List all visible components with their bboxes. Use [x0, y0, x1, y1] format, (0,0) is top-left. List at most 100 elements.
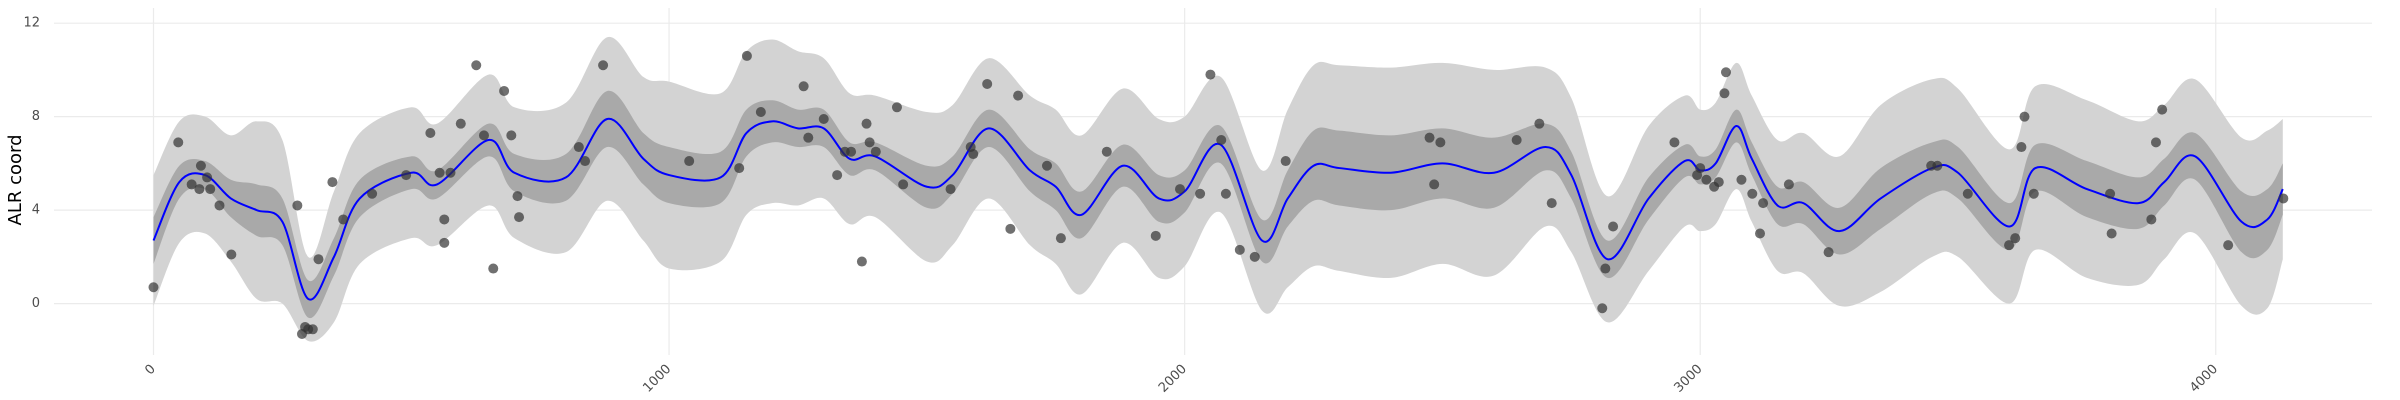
data-point	[1736, 174, 1747, 185]
data-point	[1695, 163, 1706, 174]
data-point	[832, 170, 843, 181]
data-point	[1823, 247, 1834, 258]
data-point	[471, 60, 482, 71]
data-point	[755, 106, 766, 117]
data-point	[1932, 160, 1943, 171]
data-point	[488, 263, 499, 274]
data-point	[1216, 135, 1227, 146]
data-point	[205, 184, 216, 195]
y-tick-label: 12	[23, 16, 40, 31]
data-point	[1150, 230, 1161, 241]
data-point	[856, 256, 867, 267]
data-point	[891, 102, 902, 113]
data-point	[1747, 188, 1758, 199]
data-point	[1701, 174, 1712, 185]
data-point	[1720, 67, 1731, 78]
data-point	[327, 177, 338, 188]
data-point	[580, 156, 591, 167]
data-point	[2223, 240, 2234, 251]
data-point	[2278, 193, 2289, 204]
data-point	[2010, 233, 2021, 244]
y-tick-label: 0	[32, 296, 40, 311]
data-point	[1719, 88, 1730, 99]
data-point	[1758, 198, 1769, 209]
data-point	[598, 60, 609, 71]
data-point	[401, 170, 412, 181]
data-point	[226, 249, 237, 260]
data-point	[478, 130, 489, 141]
data-point	[734, 163, 745, 174]
data-point	[1511, 135, 1522, 146]
x-tick-label: 2000	[1156, 362, 1190, 396]
data-point	[861, 118, 872, 129]
data-point	[2004, 240, 2015, 251]
data-point	[506, 130, 517, 141]
data-point	[982, 78, 993, 89]
data-point	[1534, 118, 1545, 129]
data-point	[684, 156, 695, 167]
data-point	[2019, 111, 2030, 122]
y-axis-title: ALR coord	[5, 134, 26, 225]
data-point	[1669, 137, 1680, 148]
data-point	[186, 179, 197, 190]
data-point	[1280, 156, 1291, 167]
y-tick-label: 8	[32, 109, 40, 124]
data-point	[148, 282, 159, 293]
data-point	[439, 214, 450, 225]
data-point	[455, 118, 466, 129]
data-point	[1055, 233, 1066, 244]
data-point	[1005, 223, 1016, 234]
data-point	[292, 200, 303, 211]
data-point	[214, 200, 225, 211]
data-point	[1101, 146, 1112, 157]
data-point	[512, 191, 523, 202]
data-point	[1783, 179, 1794, 190]
data-point	[1249, 251, 1260, 262]
data-point	[1755, 228, 1766, 239]
x-tick-label: 4000	[2187, 362, 2221, 396]
data-point	[1205, 69, 1216, 80]
data-point	[803, 132, 814, 143]
data-point	[945, 184, 956, 195]
data-point	[499, 85, 510, 96]
data-point	[202, 172, 213, 183]
data-point	[425, 128, 436, 139]
data-point	[2028, 188, 2039, 199]
data-point	[1234, 244, 1245, 255]
data-point	[194, 184, 205, 195]
data-point	[445, 167, 456, 178]
data-point	[1429, 179, 1440, 190]
data-point	[1013, 90, 1024, 101]
data-point	[1220, 188, 1231, 199]
data-point	[818, 113, 829, 124]
fit-line	[152, 117, 2284, 301]
data-point	[173, 137, 184, 148]
confidence-band	[153, 36, 2283, 342]
data-point	[798, 81, 809, 92]
data-point	[1546, 198, 1557, 209]
data-point	[864, 137, 875, 148]
data-point	[439, 237, 450, 248]
data-point	[1962, 188, 1973, 199]
data-point	[1195, 188, 1206, 199]
data-point	[195, 160, 206, 171]
x-tick-label: 0	[142, 362, 158, 378]
data-point	[1608, 221, 1619, 232]
data-point	[1041, 160, 1052, 171]
data-point	[1713, 177, 1724, 188]
data-point	[968, 149, 979, 160]
data-point	[1435, 137, 1446, 148]
data-point	[307, 324, 318, 335]
x-tick-label: 1000	[640, 362, 674, 396]
data-point	[870, 146, 881, 157]
data-point	[1600, 263, 1611, 274]
data-point	[2157, 104, 2168, 115]
data-point	[514, 212, 525, 223]
x-tick-label: 3000	[1672, 362, 1706, 396]
data-point	[2150, 137, 2161, 148]
data-point	[898, 179, 909, 190]
data-point	[741, 50, 752, 61]
data-point	[2016, 142, 2027, 153]
data-point	[367, 188, 378, 199]
